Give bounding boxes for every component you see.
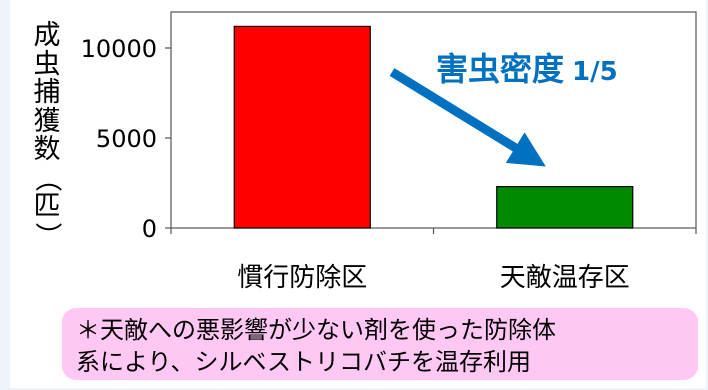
- pest-density-annotation: 害虫密度 1/5: [436, 44, 618, 90]
- y-axis-label-char: （: [31, 164, 63, 192]
- annotation-label: 害虫密度: [436, 50, 565, 88]
- y-axis-label-char: 捕: [33, 77, 61, 108]
- decrease-arrow-icon: [389, 68, 546, 167]
- note-line-1: ＊天敵への悪影響が少ない剤を使った防除体: [76, 316, 556, 344]
- y-tick-label: 10000: [81, 35, 157, 63]
- y-tick-label: 5000: [96, 125, 157, 153]
- y-axis-label-char: 数: [33, 134, 61, 165]
- y-axis-label-char: 虫: [33, 48, 61, 80]
- x-category-label: 天敵温存区: [500, 263, 630, 293]
- x-category-label: 慣行防除区: [237, 263, 367, 293]
- bar-chart: 0 5000 10000 慣行防除区 天敵温存区: [81, 11, 697, 293]
- bar-1: [233, 25, 371, 229]
- y-axis-label-char: ）: [31, 221, 63, 249]
- note-line-2: 系により、シルベストリコバチを温存利用: [76, 348, 532, 376]
- y-axis-label-char: 成: [33, 20, 61, 51]
- bar-2: [496, 186, 634, 229]
- note-box: ＊天敵への悪影響が少ない剤を使った防除体 系により、シルベストリコバチを温存利用: [62, 308, 698, 380]
- y-axis-label-char: 匹: [33, 191, 61, 222]
- y-axis-label-char: 獲: [33, 105, 61, 137]
- annotation-ratio: 1/5: [572, 57, 618, 87]
- y-tick-label: 0: [142, 215, 157, 243]
- chart-panel: 0 5000 10000 慣行防除区 天敵温存区 成虫捕獲数（匹） 害虫密度 1/5 ＊天…: [10, 0, 706, 388]
